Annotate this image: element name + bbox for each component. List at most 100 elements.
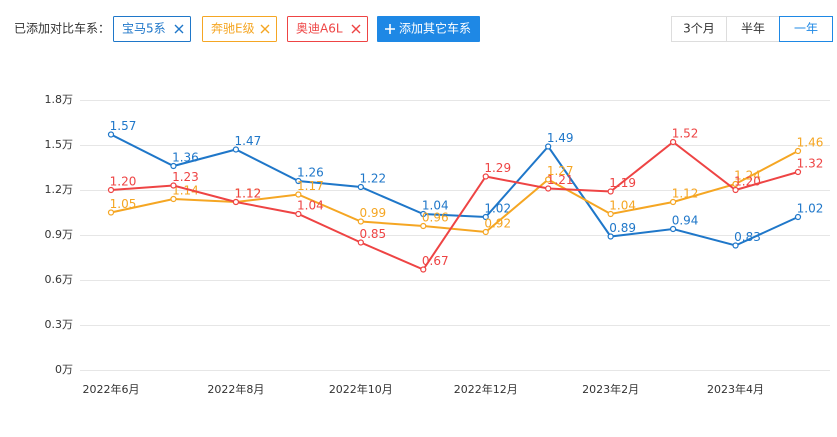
- value-label: 1.27: [547, 164, 574, 178]
- y-tick-label: 1.2万: [45, 183, 74, 196]
- series-line: [110, 140, 799, 271]
- point: [545, 185, 552, 192]
- value-label: 0.89: [609, 221, 636, 235]
- value-label: 1.17: [297, 179, 324, 193]
- point: [669, 138, 677, 146]
- point: [295, 177, 302, 185]
- value-label: 1.02: [797, 202, 824, 216]
- point: [482, 228, 489, 236]
- point: [794, 213, 802, 221]
- series-chip[interactable]: [287, 16, 368, 42]
- point: [732, 186, 739, 194]
- add-button-label: 添加其它车系: [399, 21, 471, 36]
- point: [357, 239, 364, 246]
- value-label: 1.23: [172, 170, 199, 184]
- value-label: 1.24: [734, 169, 761, 183]
- point: [357, 218, 364, 225]
- value-label: 1.12: [672, 187, 699, 201]
- range-button-label: 3个月: [683, 22, 715, 36]
- series-chip[interactable]: [202, 16, 277, 42]
- range-button[interactable]: [779, 16, 833, 42]
- value-label: 1.49: [547, 131, 574, 145]
- value-label: 0.92: [484, 217, 511, 231]
- point: [482, 213, 489, 221]
- series-chip-label: 宝马5系: [122, 22, 166, 36]
- point: [232, 198, 240, 206]
- range-button-label: 半年: [741, 22, 765, 36]
- y-tick-label: 0.6万: [45, 273, 74, 286]
- point: [794, 147, 802, 155]
- remove-icon[interactable]: [174, 24, 184, 34]
- remove-icon[interactable]: [260, 24, 270, 34]
- value-label: 0.83: [734, 230, 761, 244]
- value-label: 0.67: [422, 254, 449, 268]
- value-label: 0.96: [422, 211, 449, 225]
- value-label: 1.20: [734, 175, 761, 189]
- range-button[interactable]: [671, 16, 727, 42]
- point: [732, 180, 739, 188]
- point: [545, 176, 552, 183]
- y-tick-label: 0.3万: [45, 318, 74, 331]
- y-tick-label: 1.8万: [45, 93, 74, 106]
- x-tick-label: 2022年8月: [207, 382, 264, 396]
- value-label: 1.19: [609, 176, 636, 190]
- point: [107, 131, 115, 138]
- x-tick-label: 2023年4月: [707, 382, 764, 396]
- value-label: 1.12: [235, 187, 262, 201]
- value-label: 1.29: [484, 161, 511, 175]
- point: [420, 266, 427, 273]
- point: [170, 182, 177, 189]
- point: [170, 162, 177, 170]
- value-label: 1.20: [110, 175, 137, 189]
- point: [107, 209, 115, 216]
- value-label: 1.04: [609, 199, 636, 213]
- value-label: 1.12: [235, 187, 262, 201]
- value-label: 1.05: [110, 197, 137, 211]
- y-tick-label: 1.5万: [45, 138, 74, 151]
- point: [545, 143, 552, 150]
- x-tick-label: 2022年12月: [454, 382, 518, 396]
- point: [607, 210, 614, 218]
- toolbar-label: 已添加对比车系：: [14, 21, 110, 36]
- point: [232, 146, 240, 153]
- value-label: 1.46: [797, 136, 824, 150]
- point: [607, 188, 614, 195]
- plus-icon: [385, 24, 395, 34]
- x-tick-label: 2022年6月: [83, 382, 140, 396]
- value-label: 1.52: [672, 127, 699, 141]
- value-label: 1.04: [422, 199, 449, 213]
- y-tick-label: 0.9万: [45, 228, 74, 241]
- value-label: 1.26: [297, 166, 324, 180]
- value-label: 1.32: [797, 157, 824, 171]
- point: [732, 242, 739, 249]
- range-button[interactable]: [726, 16, 780, 42]
- value-label: 1.22: [359, 172, 386, 186]
- point: [107, 186, 115, 194]
- value-label: 1.02: [484, 202, 511, 216]
- value-label: 1.36: [172, 151, 199, 165]
- point: [669, 198, 677, 206]
- range-button-label: 一年: [794, 22, 818, 36]
- series-chip-label: 奔驰E级: [211, 22, 255, 36]
- point: [420, 210, 427, 218]
- point: [170, 195, 177, 203]
- x-tick-label: 2022年10月: [329, 382, 393, 396]
- remove-icon[interactable]: [351, 24, 361, 34]
- series-line: [110, 150, 799, 234]
- y-tick-label: 0万: [55, 363, 73, 376]
- point: [295, 210, 302, 218]
- point: [669, 225, 677, 233]
- point: [420, 222, 427, 230]
- value-label: 1.47: [235, 134, 262, 148]
- value-label: 1.21: [547, 173, 574, 187]
- series-chip[interactable]: [113, 16, 191, 42]
- value-label: 1.04: [297, 199, 324, 213]
- point: [357, 183, 364, 191]
- value-label: 1.57: [110, 119, 137, 133]
- add-button[interactable]: [377, 16, 480, 42]
- x-tick-label: 2023年2月: [582, 382, 639, 396]
- point: [794, 168, 802, 176]
- point: [607, 233, 614, 240]
